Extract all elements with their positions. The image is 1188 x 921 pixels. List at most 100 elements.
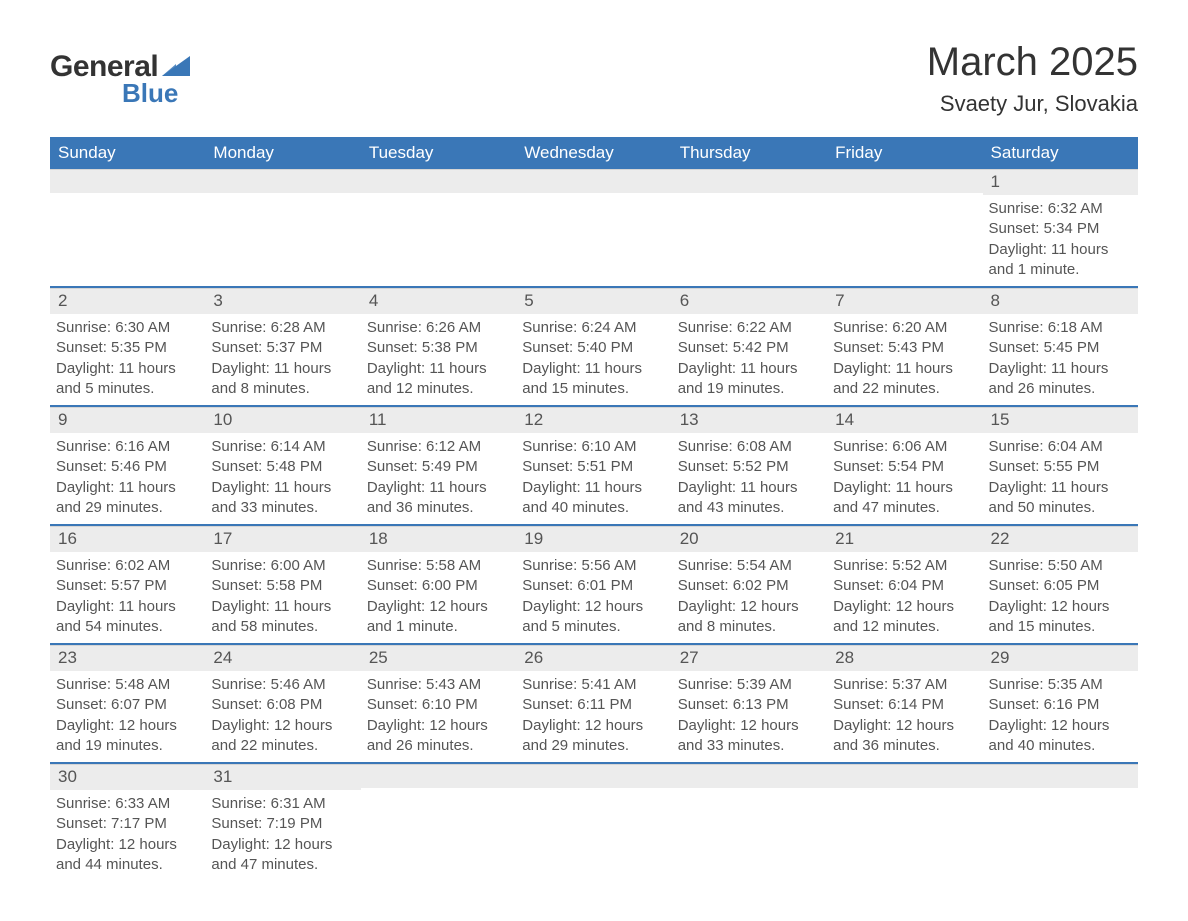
day-cell	[827, 764, 982, 881]
sail-icon	[162, 56, 190, 76]
day-cell: 25 Sunrise: 5:43 AMSunset: 6:10 PMDayligh…	[361, 645, 516, 762]
daylight-line: Daylight: 12 hours and 36 minutes.	[833, 716, 976, 757]
day-cell: 15Sunrise: 6:04 AMSunset: 5:55 PMDayligh…	[983, 407, 1138, 524]
daylight-line: Daylight: 11 hours and 15 minutes.	[522, 359, 665, 400]
day-cell	[205, 169, 360, 286]
empty-day	[672, 169, 827, 193]
day-details: Sunrise: 5:52 AMSunset: 6:04 PMDaylight:…	[827, 552, 982, 643]
day-cell: 29Sunrise: 5:35 AMSunset: 6:16 PMDayligh…	[983, 645, 1138, 762]
day-cell: 12Sunrise: 6:10 AMSunset: 5:51 PMDayligh…	[516, 407, 671, 524]
empty-day	[361, 169, 516, 193]
daylight-line: Daylight: 12 hours and 5 minutes.	[522, 597, 665, 638]
day-details: Sunrise: 5:50 AMSunset: 6:05 PMDaylight:…	[983, 552, 1138, 643]
sunrise-line: Sunrise: 6:20 AM	[833, 318, 976, 338]
day-number: 13	[672, 407, 827, 433]
month-title: March 2025	[927, 40, 1138, 85]
day-details: Sunrise: 6:28 AMSunset: 5:37 PMDaylight:…	[205, 314, 360, 405]
sunset-line: Sunset: 6:05 PM	[989, 576, 1132, 596]
day-number: 17	[205, 526, 360, 552]
day-cell: 9Sunrise: 6:16 AMSunset: 5:46 PMDaylight…	[50, 407, 205, 524]
day-cell	[361, 169, 516, 286]
calendar: Sunday Monday Tuesday Wednesday Thursday…	[50, 137, 1138, 881]
day-number: 24	[205, 645, 360, 671]
day-details: Sunrise: 6:16 AMSunset: 5:46 PMDaylight:…	[50, 433, 205, 524]
sunset-line: Sunset: 6:11 PM	[522, 695, 665, 715]
daylight-line: Daylight: 12 hours and 26 minutes.	[367, 716, 510, 757]
day-cell: 26Sunrise: 5:41 AMSunset: 6:11 PMDayligh…	[516, 645, 671, 762]
sunset-line: Sunset: 6:00 PM	[367, 576, 510, 596]
day-cell: 19Sunrise: 5:56 AMSunset: 6:01 PMDayligh…	[516, 526, 671, 643]
sunrise-line: Sunrise: 6:18 AM	[989, 318, 1132, 338]
day-cell	[827, 169, 982, 286]
daylight-line: Daylight: 12 hours and 15 minutes.	[989, 597, 1132, 638]
day-cell: 27Sunrise: 5:39 AMSunset: 6:13 PMDayligh…	[672, 645, 827, 762]
week-row: 30Sunrise: 6:33 AMSunset: 7:17 PMDayligh…	[50, 762, 1138, 881]
daylight-line: Daylight: 12 hours and 19 minutes.	[56, 716, 199, 757]
week-row: 23Sunrise: 5:48 AMSunset: 6:07 PMDayligh…	[50, 643, 1138, 762]
day-number: 12	[516, 407, 671, 433]
day-cell	[516, 764, 671, 881]
sunrise-line: Sunrise: 6:28 AM	[211, 318, 354, 338]
daylight-line: Daylight: 11 hours and 26 minutes.	[989, 359, 1132, 400]
day-number: 5	[516, 288, 671, 314]
sunrise-line: Sunrise: 5:43 AM	[367, 675, 510, 695]
sunset-line: Sunset: 5:46 PM	[56, 457, 199, 477]
day-details: Sunrise: 6:31 AMSunset: 7:19 PMDaylight:…	[205, 790, 360, 881]
daylight-line: Daylight: 12 hours and 33 minutes.	[678, 716, 821, 757]
day-number: 7	[827, 288, 982, 314]
day-details: Sunrise: 6:06 AMSunset: 5:54 PMDaylight:…	[827, 433, 982, 524]
sunrise-line: Sunrise: 5:37 AM	[833, 675, 976, 695]
day-number: 14	[827, 407, 982, 433]
day-cell	[672, 169, 827, 286]
sunset-line: Sunset: 6:10 PM	[367, 695, 510, 715]
sunrise-line: Sunrise: 6:30 AM	[56, 318, 199, 338]
sunrise-line: Sunrise: 6:32 AM	[989, 199, 1132, 219]
daylight-line: Daylight: 11 hours and 50 minutes.	[989, 478, 1132, 519]
sunset-line: Sunset: 5:52 PM	[678, 457, 821, 477]
empty-day	[516, 764, 671, 788]
daylight-line: Daylight: 11 hours and 8 minutes.	[211, 359, 354, 400]
sunrise-line: Sunrise: 5:54 AM	[678, 556, 821, 576]
day-cell	[983, 764, 1138, 881]
sunset-line: Sunset: 6:13 PM	[678, 695, 821, 715]
sunset-line: Sunset: 5:43 PM	[833, 338, 976, 358]
sunrise-line: Sunrise: 6:26 AM	[367, 318, 510, 338]
day-cell: 13Sunrise: 6:08 AMSunset: 5:52 PMDayligh…	[672, 407, 827, 524]
day-number: 15	[983, 407, 1138, 433]
day-details: Sunrise: 5:58 AMSunset: 6:00 PMDaylight:…	[361, 552, 516, 643]
empty-day	[672, 764, 827, 788]
day-number: 16	[50, 526, 205, 552]
empty-day	[516, 169, 671, 193]
day-number: 9	[50, 407, 205, 433]
day-cell	[50, 169, 205, 286]
day-header-monday: Monday	[205, 137, 360, 169]
sunrise-line: Sunrise: 6:02 AM	[56, 556, 199, 576]
sunrise-line: Sunrise: 6:06 AM	[833, 437, 976, 457]
sunset-line: Sunset: 5:34 PM	[989, 219, 1132, 239]
day-cell: 28Sunrise: 5:37 AMSunset: 6:14 PMDayligh…	[827, 645, 982, 762]
daylight-line: Daylight: 11 hours and 54 minutes.	[56, 597, 199, 638]
sunrise-line: Sunrise: 6:14 AM	[211, 437, 354, 457]
day-number: 4	[361, 288, 516, 314]
day-number: 20	[672, 526, 827, 552]
logo: General Blue	[50, 50, 190, 109]
day-details: Sunrise: 6:22 AMSunset: 5:42 PMDaylight:…	[672, 314, 827, 405]
sunrise-line: Sunrise: 5:50 AM	[989, 556, 1132, 576]
day-cell: 14Sunrise: 6:06 AMSunset: 5:54 PMDayligh…	[827, 407, 982, 524]
sunset-line: Sunset: 5:58 PM	[211, 576, 354, 596]
daylight-line: Daylight: 12 hours and 1 minute.	[367, 597, 510, 638]
sunrise-line: Sunrise: 6:08 AM	[678, 437, 821, 457]
day-number: 25	[361, 645, 516, 671]
day-cell: 3Sunrise: 6:28 AMSunset: 5:37 PMDaylight…	[205, 288, 360, 405]
day-header-saturday: Saturday	[983, 137, 1138, 169]
daylight-line: Daylight: 12 hours and 29 minutes.	[522, 716, 665, 757]
header: General Blue March 2025 Svaety Jur, Slov…	[50, 40, 1138, 117]
day-cell: 4Sunrise: 6:26 AMSunset: 5:38 PMDaylight…	[361, 288, 516, 405]
sunrise-line: Sunrise: 5:52 AM	[833, 556, 976, 576]
daylight-line: Daylight: 11 hours and 47 minutes.	[833, 478, 976, 519]
sunset-line: Sunset: 6:02 PM	[678, 576, 821, 596]
day-cell: 31Sunrise: 6:31 AMSunset: 7:19 PMDayligh…	[205, 764, 360, 881]
day-details: Sunrise: 6:08 AMSunset: 5:52 PMDaylight:…	[672, 433, 827, 524]
day-details: Sunrise: 5:54 AMSunset: 6:02 PMDaylight:…	[672, 552, 827, 643]
sunrise-line: Sunrise: 6:31 AM	[211, 794, 354, 814]
